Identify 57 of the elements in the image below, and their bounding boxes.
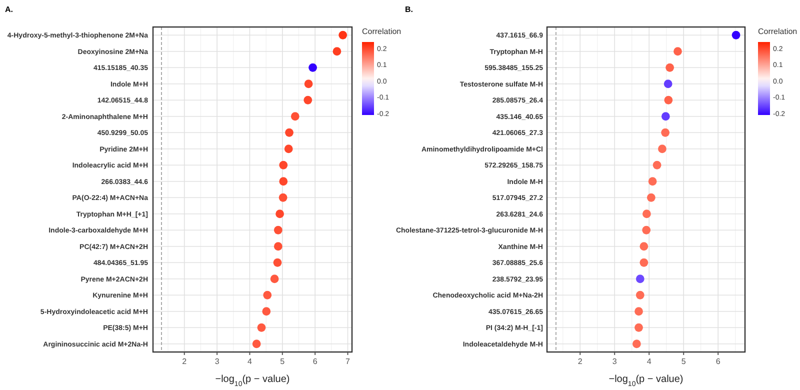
point <box>636 274 644 284</box>
point <box>661 128 670 137</box>
x-tick-label: 7 <box>346 357 351 366</box>
point <box>273 258 282 267</box>
x-tick-label: 2 <box>578 357 583 366</box>
point <box>278 193 288 202</box>
point <box>666 63 674 72</box>
point <box>262 307 271 316</box>
point <box>270 274 279 284</box>
point <box>285 128 294 137</box>
point <box>257 323 266 332</box>
point <box>284 144 293 154</box>
point <box>290 112 300 121</box>
point <box>276 210 284 218</box>
point <box>642 210 651 218</box>
point <box>664 80 672 88</box>
x-tick-label: 2 <box>182 357 188 366</box>
x-tick-label: 6 <box>312 357 318 366</box>
x-axis-title: −log$_{10}$(p − value) <box>215 374 290 388</box>
text: A. <box>5 5 13 14</box>
x-tick-label: 4 <box>646 357 652 366</box>
point <box>274 226 282 234</box>
point <box>308 63 317 72</box>
x-axis-title: −log$_{10}$(p − value) <box>608 374 684 388</box>
point <box>304 96 312 104</box>
point <box>648 177 657 186</box>
point <box>636 290 644 300</box>
x-tick-label: 6 <box>716 357 721 366</box>
point <box>338 30 348 40</box>
point <box>263 290 272 300</box>
x-tick-label: 4 <box>247 357 252 366</box>
x-tick-label: 5 <box>280 357 286 366</box>
point <box>674 47 682 56</box>
point <box>652 160 662 170</box>
color-bar-title: Correlation <box>362 27 402 36</box>
point <box>646 193 656 202</box>
point <box>304 80 313 88</box>
point <box>279 160 288 170</box>
point <box>732 30 740 40</box>
x-tick-label: 3 <box>214 357 220 366</box>
point <box>664 96 673 104</box>
x-tick-label: 5 <box>681 357 686 366</box>
point <box>332 47 342 56</box>
point <box>658 144 666 154</box>
point <box>661 112 670 121</box>
point <box>640 258 648 267</box>
point <box>252 340 261 348</box>
point <box>640 242 648 251</box>
point <box>632 340 641 348</box>
point <box>642 226 651 234</box>
point <box>274 242 282 251</box>
point <box>279 177 288 186</box>
x-tick-label: 3 <box>612 357 618 366</box>
point <box>634 323 643 332</box>
color-bar-title: Correlation <box>758 27 798 36</box>
point <box>634 307 643 316</box>
text: B. <box>405 5 413 14</box>
